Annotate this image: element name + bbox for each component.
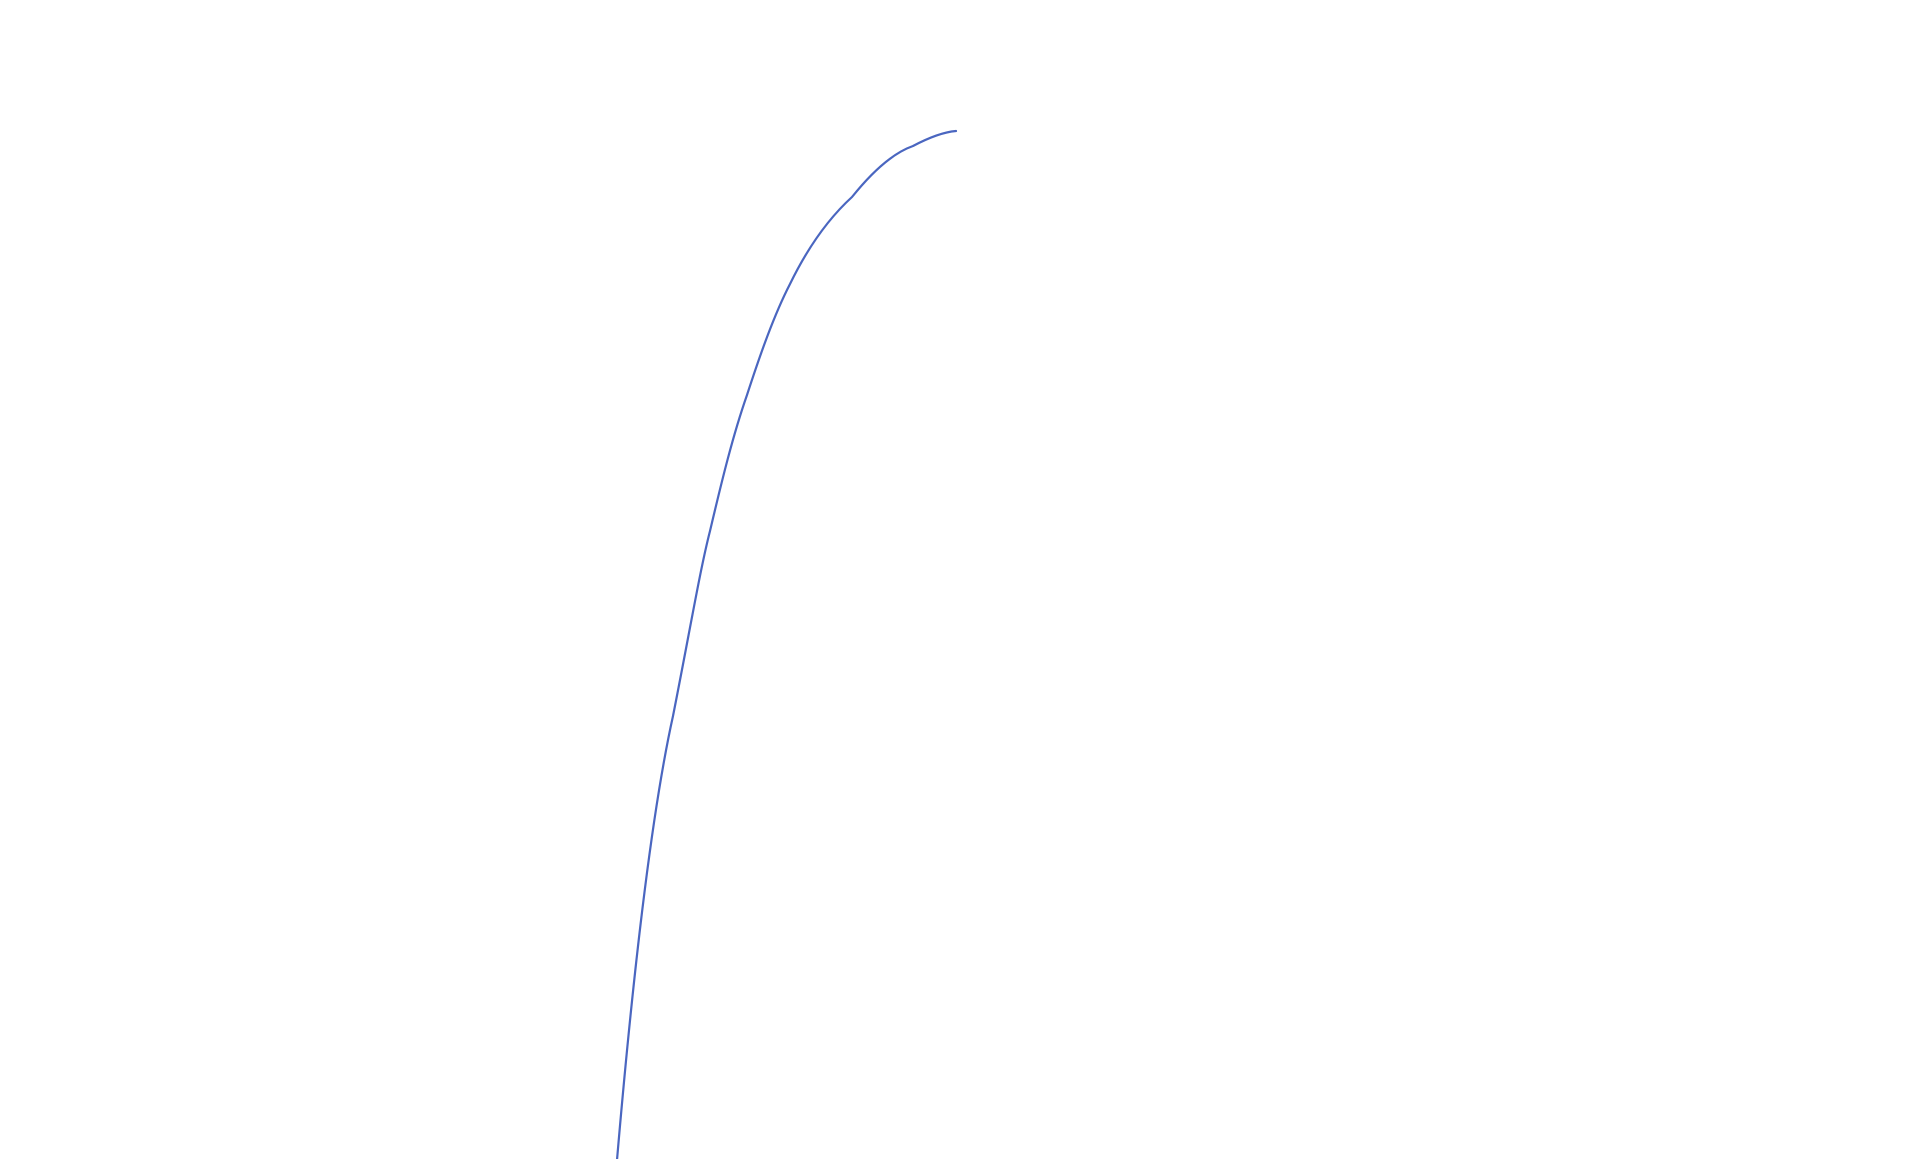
series-line [615,129,958,1159]
